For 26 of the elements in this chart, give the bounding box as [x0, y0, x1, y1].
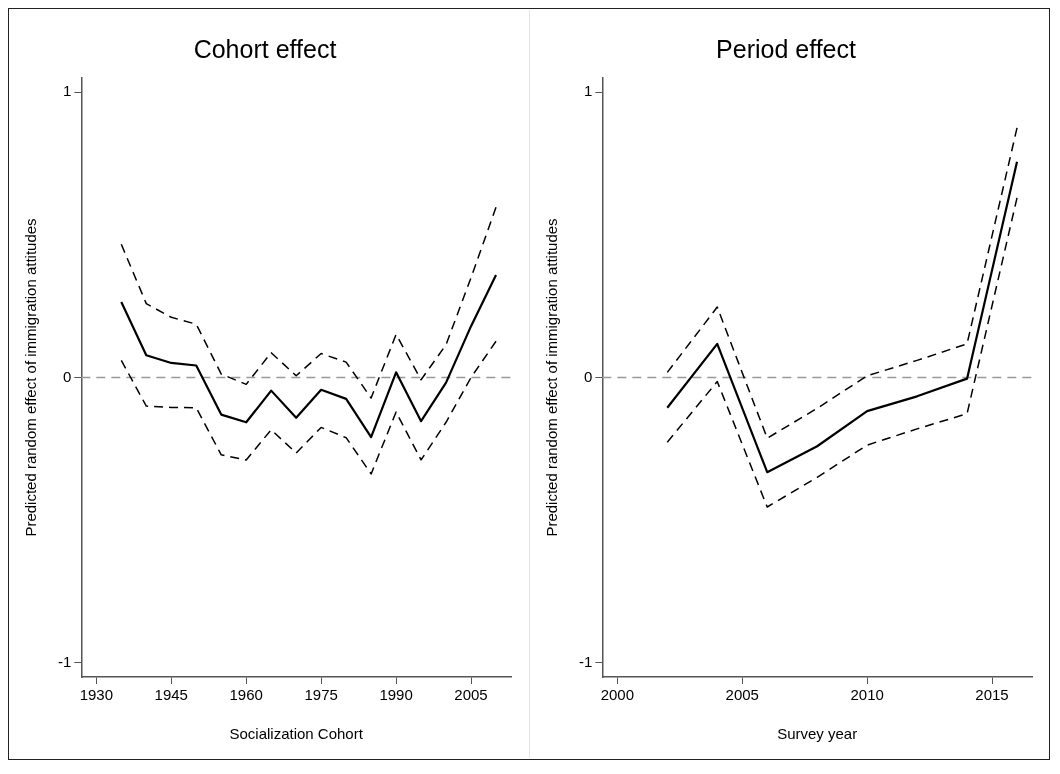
- y-tick-label: 0: [583, 367, 593, 385]
- y-axis-title: Predicted random effect of immigration attitudes: [22, 218, 40, 537]
- y-tick-label: -1: [578, 652, 593, 670]
- x-tick-label: 2015: [975, 686, 1009, 704]
- y-axis-title: Predicted random effect of immigration attitudes: [543, 218, 561, 537]
- y-tick-label: 1: [62, 82, 72, 100]
- x-tick-label: 1975: [304, 686, 338, 704]
- x-axis-title: Socialization Cohort: [229, 725, 364, 743]
- y-tick-label: 0: [62, 367, 72, 385]
- line-series: [666, 127, 1018, 440]
- x-tick-label: 2000: [600, 686, 635, 704]
- x-tick-label: 1945: [154, 686, 188, 704]
- line-series: [120, 340, 497, 475]
- x-tick-label: 1930: [79, 686, 114, 704]
- x-tick-label: 2010: [850, 686, 884, 704]
- chart-title: Period effect: [716, 34, 857, 63]
- x-tick-label: 2005: [454, 686, 488, 704]
- x-tick-label: 1960: [229, 686, 263, 704]
- y-tick-label: -1: [57, 652, 72, 670]
- y-tick-label: 1: [583, 82, 593, 100]
- x-tick-label: 1990: [379, 686, 413, 704]
- x-tick-label: 2005: [725, 686, 759, 704]
- line-series: [666, 197, 1018, 508]
- x-axis-title: Survey year: [777, 725, 858, 743]
- chart-title: Cohort effect: [193, 34, 337, 63]
- line-series: [120, 206, 497, 399]
